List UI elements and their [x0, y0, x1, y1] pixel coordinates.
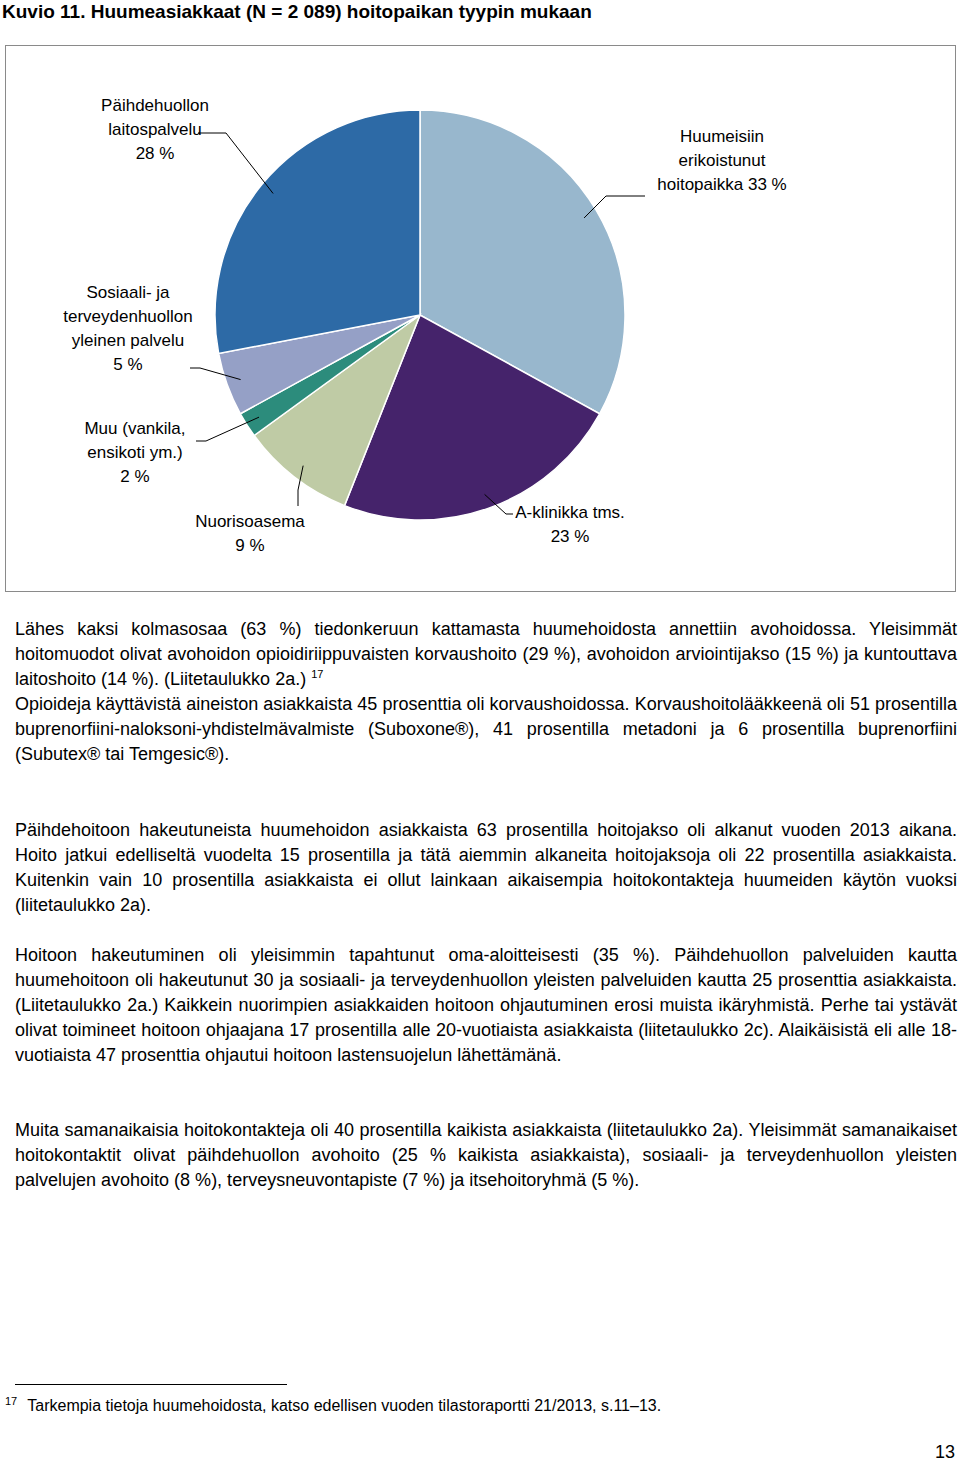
slice-label: laitospalvelu: [108, 120, 202, 139]
paragraph: Päihdehoitoon hakeutuneista huumehoidon …: [15, 818, 957, 918]
pie-slice: [215, 110, 420, 353]
slice-name: ensikoti ym.): [87, 443, 182, 462]
paragraph-text: Lähes kaksi kolmasosaa (63 %) tiedonkeru…: [15, 619, 957, 689]
paragraph: Muita samanaikaisia hoitokontakteja oli …: [15, 1118, 957, 1193]
page-number: 13: [935, 1442, 955, 1463]
leader-line: [196, 417, 259, 441]
slice-label: Huumeisiin: [680, 127, 764, 146]
paragraph-text: Hoitoon hakeutuminen oli yleisimmin tapa…: [15, 945, 957, 1065]
leader-line: [298, 466, 303, 506]
slice-label: hoitopaikka 33 %: [657, 175, 787, 194]
slice-name: Sosiaali- ja: [86, 283, 170, 302]
paragraph: Opioideja käyttävistä aineiston asiakkai…: [15, 692, 957, 767]
slice-name: hoitopaikka: [657, 175, 744, 194]
slice-label: 23 %: [551, 527, 590, 546]
slice-value: 9 %: [235, 536, 264, 555]
chart: Kuvio 11. Huumeasiakkaat (N = 2 089) hoi…: [0, 0, 960, 600]
slice-value: 2 %: [120, 467, 149, 486]
slice-label: 9 %: [235, 536, 264, 555]
footnote-rule: [15, 1384, 287, 1385]
chart-frame: [6, 46, 956, 592]
slice-label: ensikoti ym.): [87, 443, 182, 462]
slice-name: erikoistunut: [679, 151, 766, 170]
slice-label: yleinen palvelu: [72, 331, 184, 350]
data-labels: Huumeisiin erikoistunut hoitopaikka 33 % A-…: [63, 96, 786, 555]
slice-name: yleinen palvelu: [72, 331, 184, 350]
paragraph: Lähes kaksi kolmasosaa (63 %) tiedonkeru…: [15, 617, 957, 692]
slice-name: A-klinikka tms.: [515, 503, 625, 522]
leader-line: [190, 368, 241, 380]
paragraph-text: Muita samanaikaisia hoitokontakteja oli …: [15, 1120, 957, 1190]
slice-label: 28 %: [136, 144, 175, 163]
chart-title: Kuvio 11. Huumeasiakkaat (N = 2 089) hoi…: [2, 1, 592, 22]
slice-label: erikoistunut: [679, 151, 766, 170]
slice-label: Nuorisoasema: [195, 512, 305, 531]
slice-label: 5 %: [113, 355, 142, 374]
leader-line: [584, 196, 645, 218]
slice-value: 23 %: [551, 527, 590, 546]
footnote-number: 17: [5, 1395, 17, 1407]
slice-name: Päihdehuollon: [101, 96, 209, 115]
slice-label: terveydenhuollon: [63, 307, 192, 326]
leader-line: [485, 494, 513, 514]
paragraph-text: Päihdehoitoon hakeutuneista huumehoidon …: [15, 820, 957, 915]
paragraph: Hoitoon hakeutuminen oli yleisimmin tapa…: [15, 943, 957, 1068]
slice-value: 5 %: [113, 355, 142, 374]
slice-label: 2 %: [120, 467, 149, 486]
slice-label: A-klinikka tms.: [515, 503, 625, 522]
slice-name: terveydenhuollon: [63, 307, 192, 326]
slice-label: Päihdehuollon: [101, 96, 209, 115]
slice-name: laitospalvelu: [108, 120, 202, 139]
leader-line: [198, 133, 273, 193]
slice-name: Huumeisiin: [680, 127, 764, 146]
slice-value: 28 %: [136, 144, 175, 163]
slice-name: Nuorisoasema: [195, 512, 305, 531]
footnote-text: Tarkempia tietoja huumehoidosta, katso e…: [27, 1397, 661, 1414]
pie: [215, 110, 625, 520]
footnote: 17 Tarkempia tietoja huumehoidosta, katso…: [5, 1395, 661, 1415]
slice-label: Muu (vankila,: [84, 419, 185, 438]
paragraph-text: Opioideja käyttävistä aineiston asiakkai…: [15, 694, 957, 764]
slice-name: Muu (vankila,: [84, 419, 185, 438]
slice-label: Sosiaali- ja: [86, 283, 170, 302]
footnote-ref: 17: [311, 668, 323, 680]
slice-value: 33 %: [743, 175, 786, 194]
